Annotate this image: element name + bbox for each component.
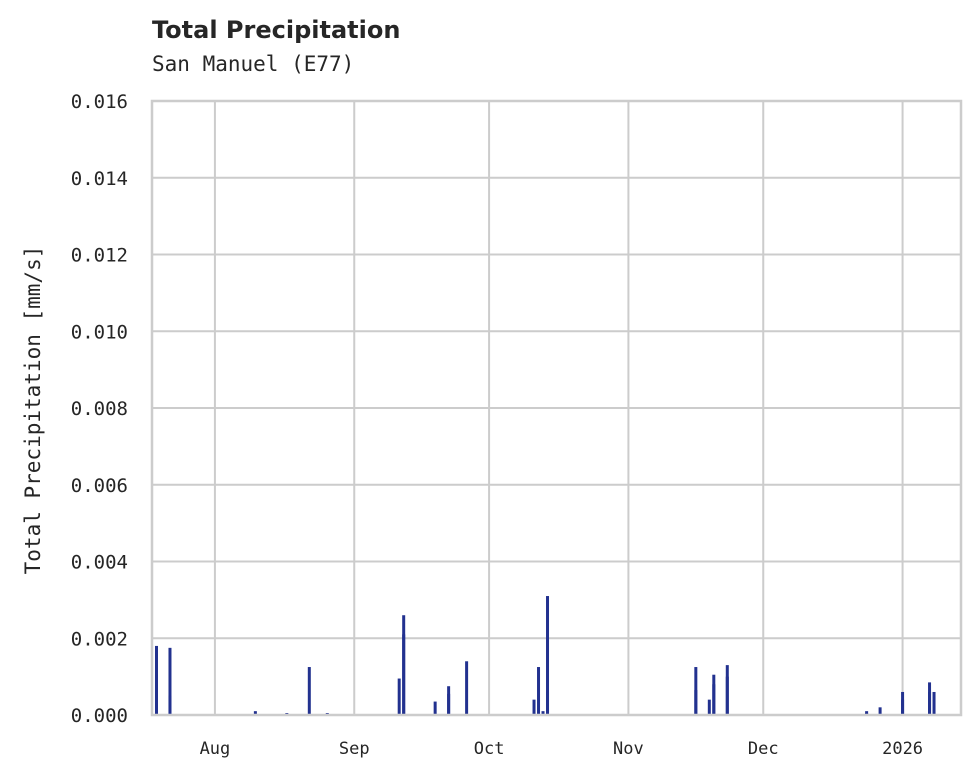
precip-bar [465, 661, 469, 715]
precip-bar [878, 707, 882, 715]
y-axis-ticks: 0.000 0.002 0.004 0.006 0.008 0.010 0.012 0.014… [71, 91, 128, 727]
x-tick-label: Dec [748, 739, 779, 759]
y-tick-label: 0.004 [71, 552, 128, 574]
y-axis-label: Total Precipitation [mm/s] [21, 246, 45, 575]
x-tick-label: Oct [474, 739, 505, 759]
precip-bar [154, 645, 158, 715]
y-tick-label: 0.002 [71, 628, 128, 650]
x-tick-label: Nov [613, 739, 644, 759]
precip-bar [537, 667, 541, 715]
y-tick-label: 0.000 [71, 705, 128, 727]
precip-bar [307, 667, 311, 715]
precip-bar [725, 665, 729, 715]
precip-bar [694, 667, 698, 715]
x-tick-label: 2026 [882, 739, 923, 759]
precip-bar [546, 596, 550, 715]
x-tick-label: Sep [339, 739, 370, 759]
plot-frame [150, 99, 963, 717]
precip-bar [532, 699, 536, 715]
precip-bar [712, 674, 716, 715]
precip-bar [932, 691, 936, 715]
grid-lines [152, 100, 961, 716]
y-tick-label: 0.010 [71, 321, 128, 343]
precip-bar [928, 682, 932, 715]
chart-subtitle: San Manuel (E77) [152, 52, 355, 76]
precip-bar [546, 691, 550, 715]
precip-bar [707, 699, 711, 715]
precip-bar [168, 647, 172, 715]
precip-bar [865, 711, 869, 715]
x-axis-ticks: Aug Sep Oct Nov Dec 2026 [200, 739, 923, 759]
precip-bar [253, 711, 257, 715]
x-tick-label: Aug [200, 739, 231, 759]
precip-bar [168, 695, 172, 715]
precip-bar [447, 693, 451, 715]
y-tick-label: 0.008 [71, 398, 128, 420]
precip-bar [433, 701, 437, 715]
precip-bar [397, 678, 401, 715]
y-tick-label: 0.006 [71, 475, 128, 497]
y-tick-label: 0.016 [71, 91, 128, 113]
y-tick-label: 0.012 [71, 245, 128, 267]
precip-bar [541, 711, 545, 715]
precip-bar [901, 699, 905, 715]
chart-title: Total Precipitation [152, 16, 401, 44]
precip-bar [402, 615, 406, 715]
y-tick-label: 0.014 [71, 168, 128, 190]
precipitation-bars [154, 596, 936, 715]
